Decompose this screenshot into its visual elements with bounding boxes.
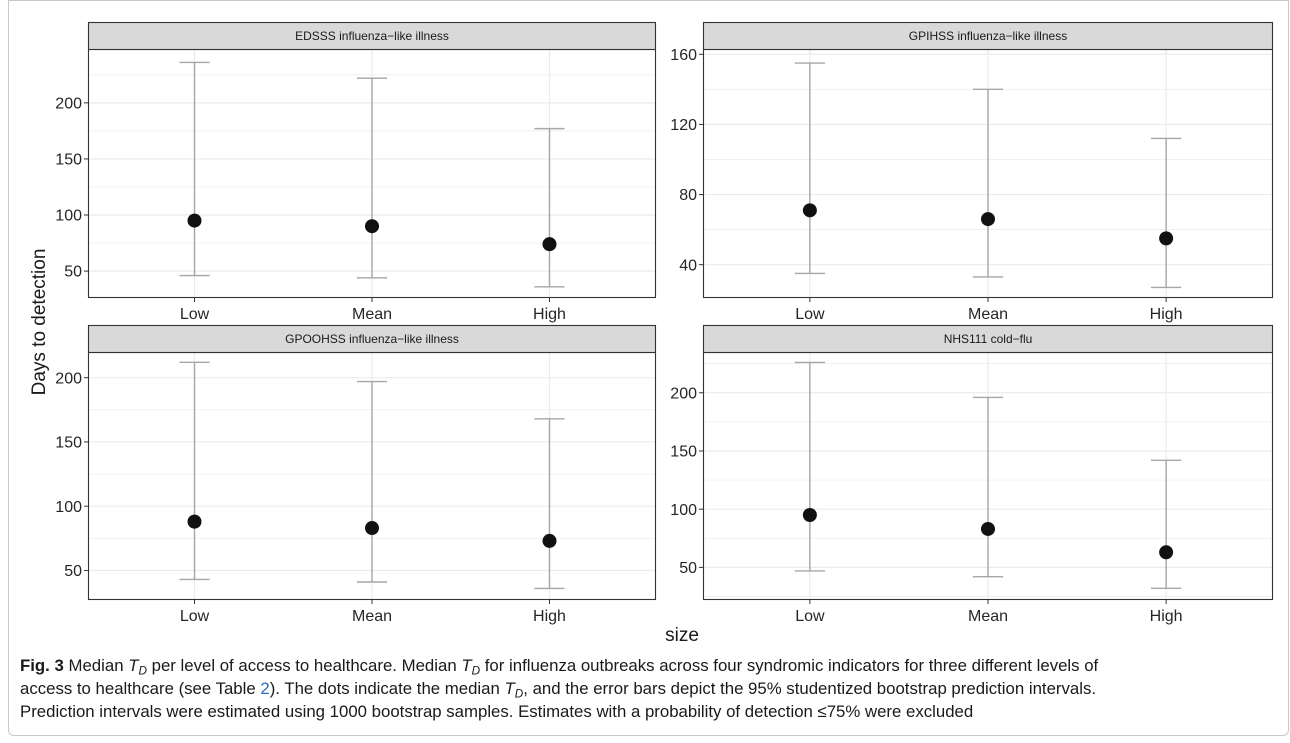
y-tick-label: 80 [679,187,697,204]
x-tick-label: High [533,306,566,323]
math-symbol: T [504,679,514,698]
x-tick-label: Mean [968,608,1008,625]
caption-text: for influenza outbreaks across four synd… [480,656,1098,675]
x-tick-label: Low [180,306,210,323]
y-tick-label: 200 [670,385,697,402]
facet-strip-label: GPOOHSS influenza−like illness [285,332,459,346]
x-tick-label: Low [795,306,825,323]
caption-line: access to healthcare (see Table 2). The … [20,677,1098,700]
x-tick-label: Mean [968,306,1008,323]
median-point [365,219,379,233]
x-tick-label: Low [180,608,210,625]
median-point [981,522,995,536]
y-tick-label: 200 [55,370,82,387]
y-tick-label: 50 [679,560,697,577]
x-tick-label: High [1150,306,1183,323]
y-tick-label: 150 [670,444,697,461]
figure-label: Fig. 3 [20,656,64,675]
x-tick-label: High [533,608,566,625]
caption-text: per level of access to healthcare. Media… [147,656,461,675]
x-tick-label: Mean [352,306,392,323]
facet-strip-label: EDSSS influenza−like illness [295,29,449,43]
caption-text: Prediction intervals were estimated usin… [20,702,973,721]
median-point [543,237,557,251]
median-point [188,214,202,228]
median-point [543,534,557,548]
facet-panel: EDSSS influenza−like illness 50 100 150 200 L… [55,23,656,324]
y-tick-label: 40 [679,257,697,274]
y-tick-label: 100 [670,502,697,519]
y-tick-label: 100 [55,208,82,225]
x-tick-label: Low [795,608,825,625]
math-symbol: T [461,656,471,675]
y-tick-label: 50 [64,264,82,281]
facet-strip-label: GPIHSS influenza−like illness [909,29,1067,43]
faceted-chart: Days to detection size EDSSS influenza−l… [0,0,1290,650]
caption-line: Prediction intervals were estimated usin… [20,700,1098,723]
x-axis-title: size [665,625,699,646]
y-tick-label: 100 [55,499,82,516]
y-tick-label: 200 [55,95,82,112]
caption-line: Fig. 3 Median TD per level of access to … [20,654,1098,677]
caption-text: access to healthcare (see Table [20,679,260,698]
y-tick-label: 150 [55,152,82,169]
median-point [1159,231,1173,245]
y-tick-label: 120 [670,117,697,134]
x-tick-label: High [1150,608,1183,625]
math-symbol: T [128,656,138,675]
y-tick-label: 50 [64,563,82,580]
median-point [188,515,202,529]
y-tick-label: 150 [55,435,82,452]
x-tick-label: Mean [352,608,392,625]
math-subscript: D [515,688,524,701]
math-subscript: D [472,665,481,678]
figure-caption: Fig. 3 Median TD per level of access to … [20,654,1098,723]
facet-panel: GPIHSS influenza−like illness 40 80 120 160 L… [670,23,1273,324]
median-point [1159,545,1173,559]
median-point [803,508,817,522]
caption-text: , and the error bars depict the 95% stud… [523,679,1096,698]
y-tick-label: 160 [670,47,697,64]
table-reference-link[interactable]: 2 [260,679,269,698]
median-point [981,212,995,226]
caption-text: ). The dots indicate the median [270,679,505,698]
caption-text: Median [64,656,128,675]
facet-strip-label: NHS111 cold−flu [944,332,1033,346]
median-point [365,521,379,535]
median-point [803,203,817,217]
y-axis-title: Days to detection [29,249,50,396]
facet-panel: GPOOHSS influenza−like illness 50 100 150 20… [55,326,656,626]
math-subscript: D [138,665,147,678]
facet-panel: NHS111 cold−flu 50 100 150 200 Low Mean High [670,326,1273,626]
